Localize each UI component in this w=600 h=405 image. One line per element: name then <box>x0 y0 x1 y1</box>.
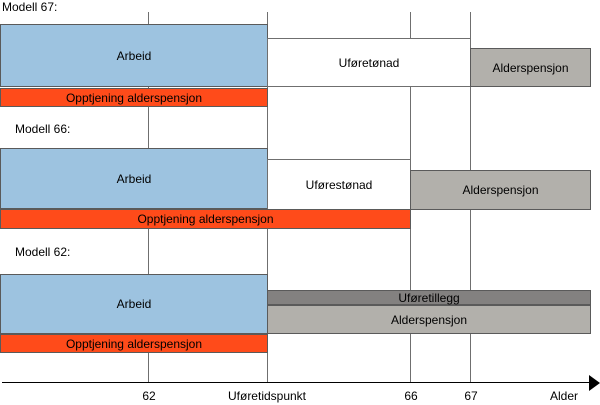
model-62-opptjening-bar: Opptjening alderspensjon <box>0 334 268 353</box>
age-axis-line <box>2 382 590 383</box>
axis-tick-67: 67 <box>464 389 478 403</box>
model-67-opptjening-bar: Opptjening alderspensjon <box>0 88 268 107</box>
axis-tick-66: 66 <box>404 389 418 403</box>
model-67-uforestonad-bar: Uføretønad <box>267 38 471 87</box>
model-66-uforestonad-bar: Uførestønad <box>267 159 411 210</box>
model-66-opptjening-bar: Opptjening alderspensjon <box>0 209 411 229</box>
model-62-label: Modell 62: <box>15 245 71 259</box>
model-66-label: Modell 66: <box>15 122 71 136</box>
model-66-alderspensjon-bar: Alderspensjon <box>410 170 591 210</box>
model-67-alderspensjon-bar: Alderspensjon <box>470 48 591 87</box>
model-62-uforetillegg-bar: Uføretillegg <box>267 290 591 305</box>
axis-tick-uforetidspunkt: Uføretidspunkt <box>227 389 307 403</box>
axis-tick-62: 62 <box>142 389 156 403</box>
model-66-arbeid-bar: Arbeid <box>0 148 268 209</box>
axis-arrow-icon <box>589 375 600 391</box>
axis-label-alder: Alder <box>549 389 579 403</box>
model-62-alderspensjon-bar: Alderspensjon <box>267 305 591 334</box>
model-67-arbeid-bar: Arbeid <box>0 24 268 87</box>
model-67-label: Modell 67: <box>2 0 58 14</box>
model-62-arbeid-bar: Arbeid <box>0 274 268 334</box>
